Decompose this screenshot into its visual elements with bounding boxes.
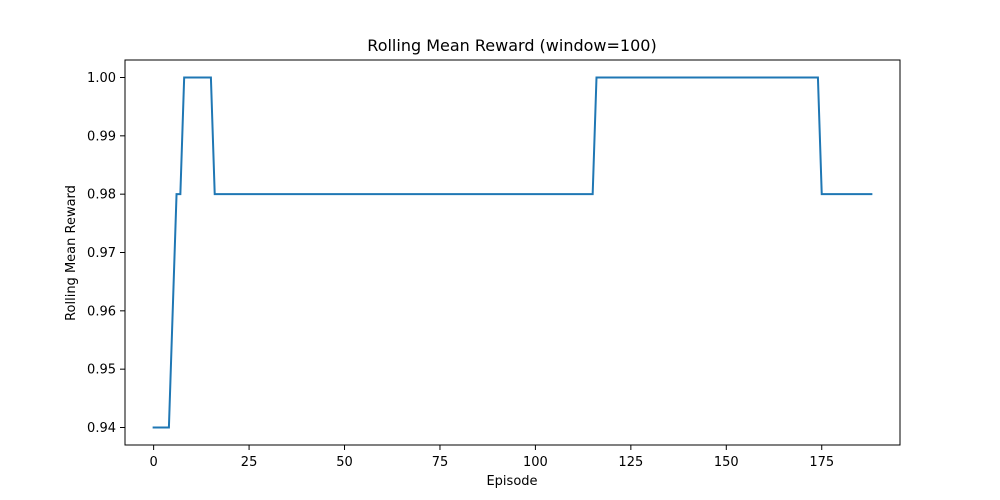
series-line-0 <box>152 76 873 429</box>
x-tick-label: 100 <box>523 455 548 470</box>
x-tick-label: 125 <box>618 455 643 470</box>
y-tick-label: 0.99 <box>87 129 116 144</box>
y-tick-label: 0.97 <box>87 246 116 261</box>
y-tick-label: 1.00 <box>87 71 116 86</box>
x-tick-label: 75 <box>432 455 449 470</box>
x-tick-label: 150 <box>714 455 739 470</box>
x-tick-label: 50 <box>336 455 353 470</box>
axes-frame <box>124 59 901 446</box>
y-axis-label: Rolling Mean Reward <box>64 185 79 321</box>
x-tick-label: 0 <box>149 455 157 470</box>
x-tick-label: 175 <box>809 455 834 470</box>
y-tick-label: 0.95 <box>87 363 116 378</box>
y-tick-label: 0.94 <box>87 421 116 436</box>
y-axis: 0.94 0.95 0.96 0.97 0.98 0.99 1.00 <box>87 71 125 436</box>
series-group <box>152 76 873 429</box>
y-tick-label: 0.98 <box>87 188 116 203</box>
x-tick-label: 25 <box>241 455 258 470</box>
y-tick-label: 0.96 <box>87 304 116 319</box>
x-axis: 0 25 50 75 100 125 150 175 <box>149 445 834 470</box>
chart-title: Rolling Mean Reward (window=100) <box>367 36 656 55</box>
plot-area: 0 25 50 75 100 125 150 175 0.94 0.95 0.96 0.97 0.98… <box>87 59 901 470</box>
x-axis-label: Episode <box>486 474 537 489</box>
